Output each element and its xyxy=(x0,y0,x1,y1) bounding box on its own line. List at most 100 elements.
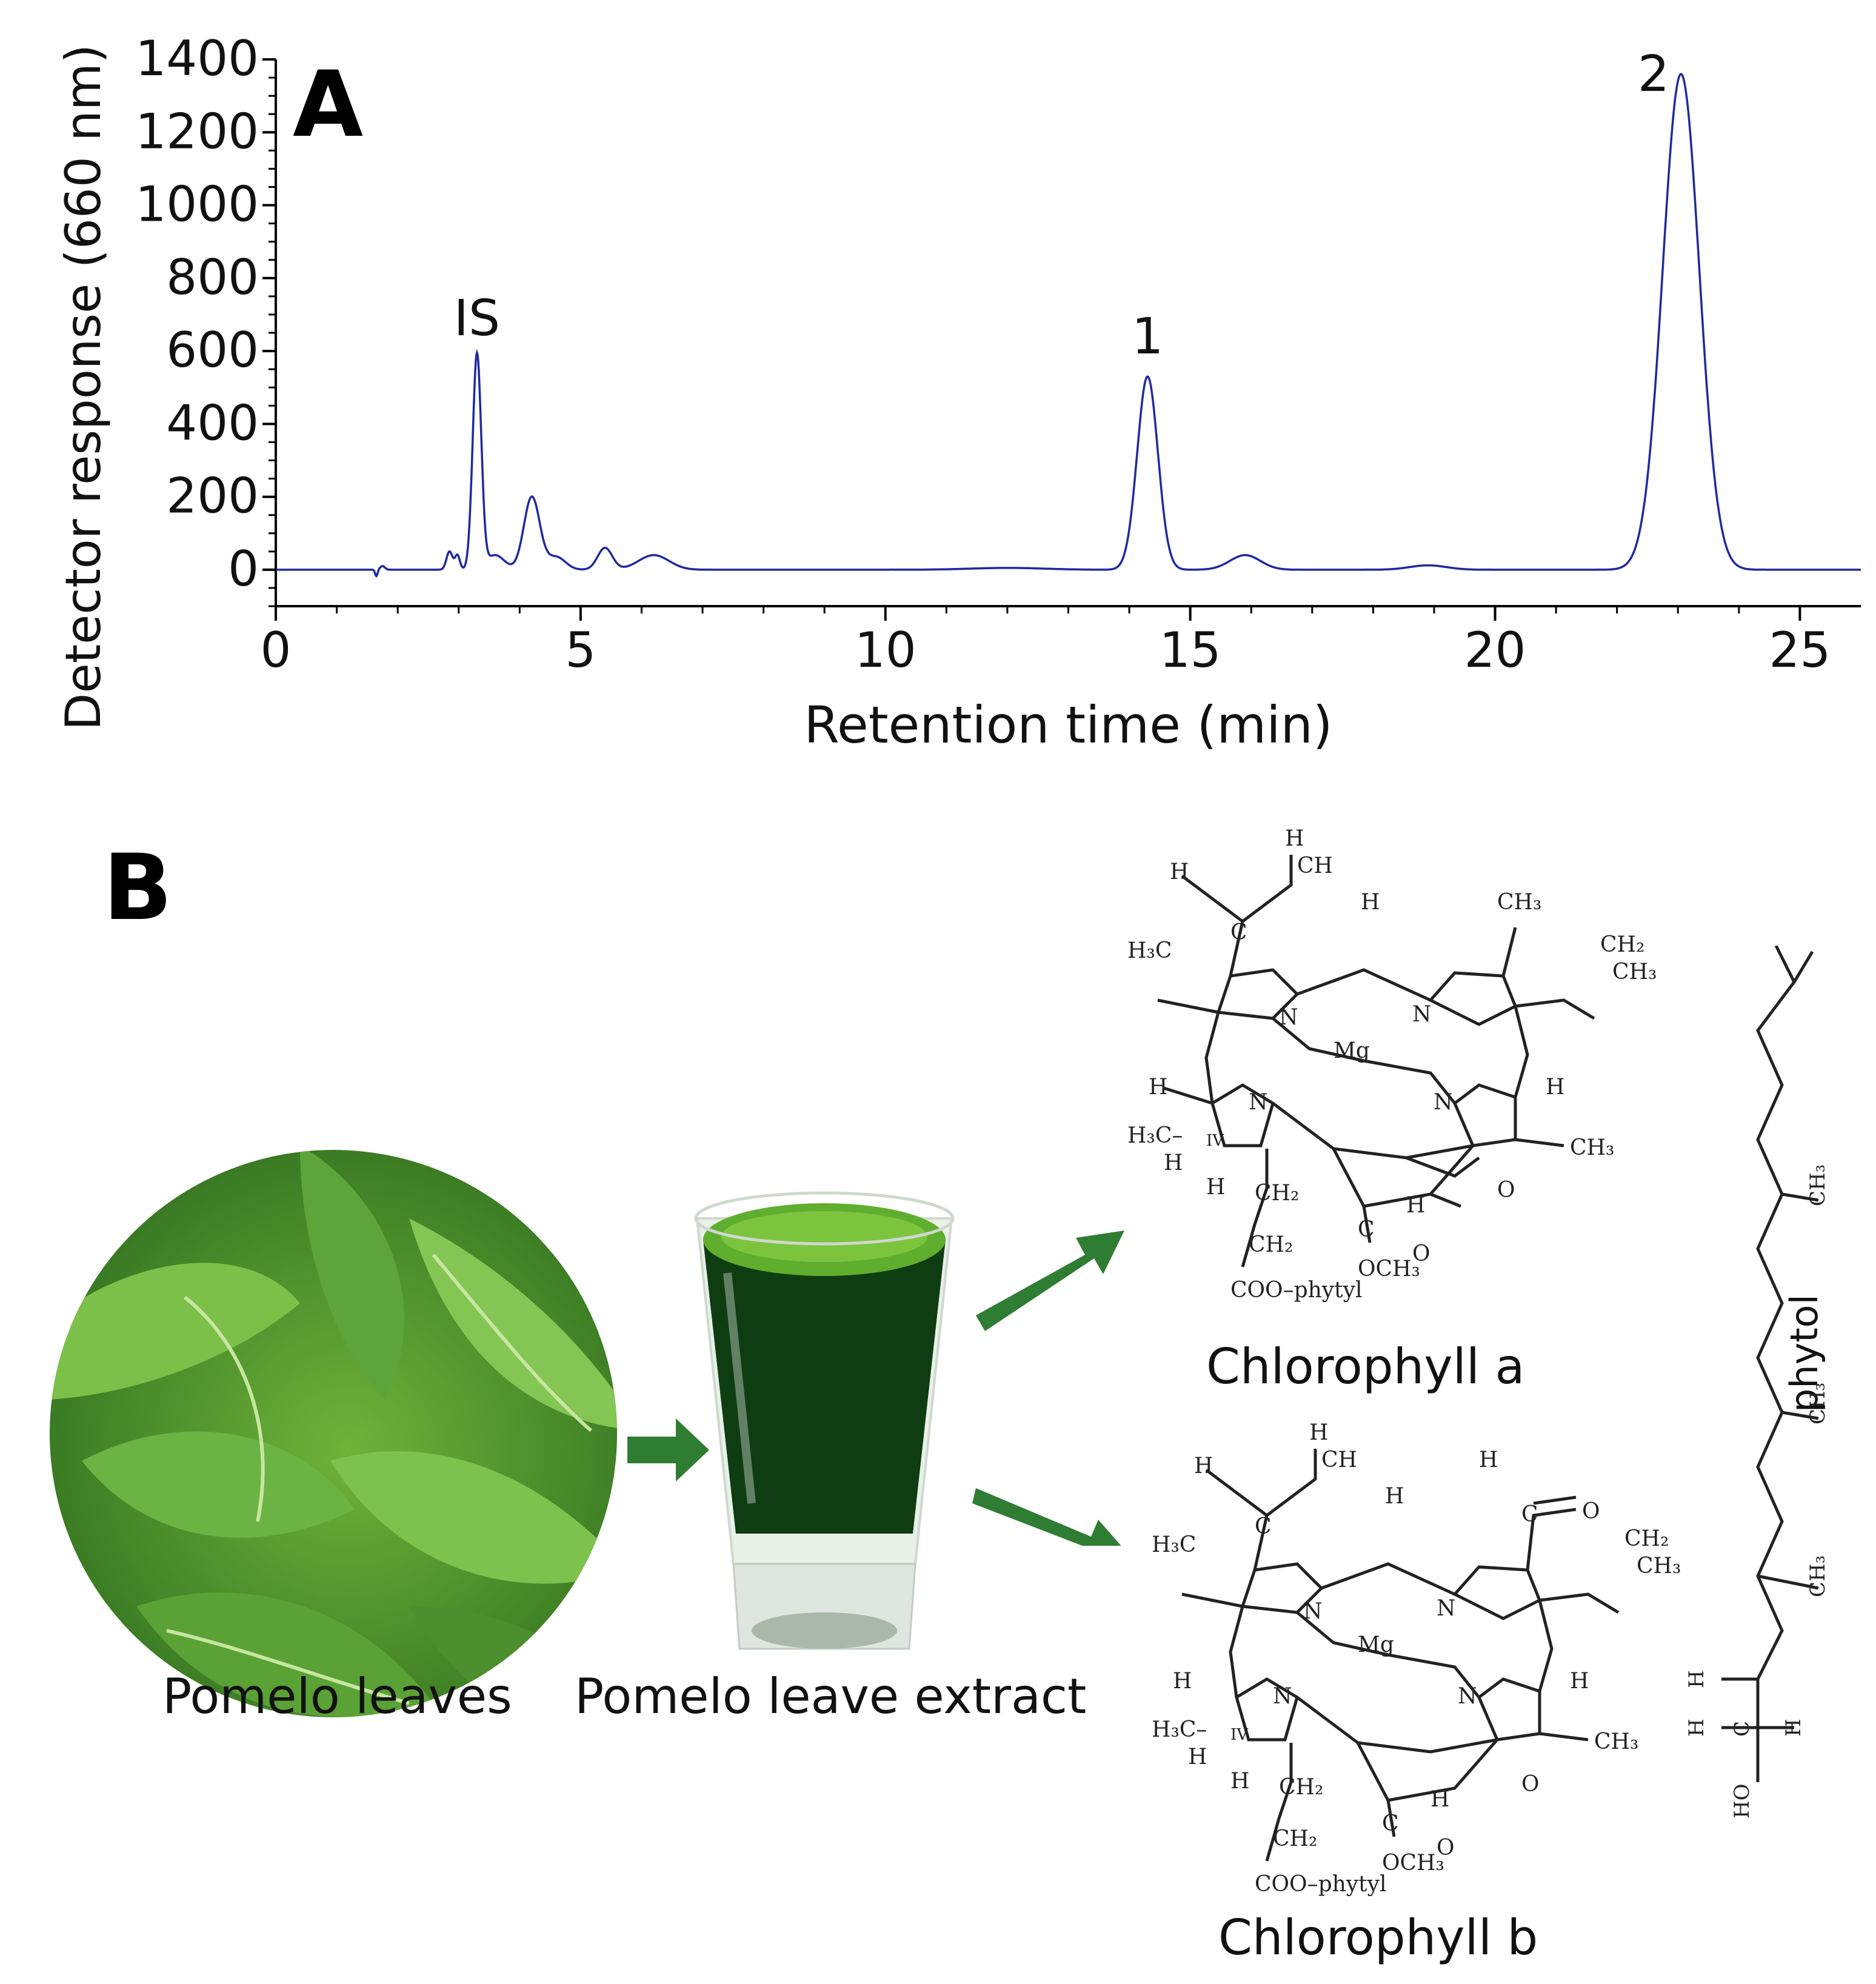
y-tick-label-800: 800 xyxy=(166,249,259,306)
svg-text:CH₃: CH₃ xyxy=(1594,1729,1638,1754)
flow-arrows xyxy=(627,1231,1124,1546)
svg-text:O: O xyxy=(1521,1772,1540,1797)
pomelo-leaves-label: Pomelo leaves xyxy=(162,1668,512,1725)
x-axis-label: Retention time (min) xyxy=(804,695,1332,755)
svg-text:C: C xyxy=(1230,920,1247,945)
svg-text:CH₂: CH₂ xyxy=(1600,932,1644,957)
svg-text:H: H xyxy=(1781,1718,1806,1737)
panel-a-letter: A xyxy=(293,52,364,158)
y-tick-label-600: 600 xyxy=(166,322,259,378)
svg-text:H: H xyxy=(1230,1769,1249,1794)
svg-text:CH₂: CH₂ xyxy=(1279,1775,1323,1800)
chromatogram-chart: 0 200 400 600 800 1000 1200 1400 0 5 10 15 20 25 Reten… xyxy=(55,30,1861,755)
svg-text:CH₃: CH₃ xyxy=(1806,1555,1830,1597)
svg-text:C: C xyxy=(1358,1217,1375,1242)
svg-text:O: O xyxy=(1412,1241,1430,1266)
arrow-extract-to-chla xyxy=(976,1231,1124,1331)
svg-text:CH₃: CH₃ xyxy=(1612,960,1657,984)
svg-text:N: N xyxy=(1249,1090,1268,1115)
svg-text:O: O xyxy=(1582,1499,1600,1524)
svg-text:N: N xyxy=(1279,1005,1298,1030)
svg-text:H: H xyxy=(1430,1787,1449,1812)
svg-text:H: H xyxy=(1164,1151,1183,1175)
svg-text:IV: IV xyxy=(1230,1726,1249,1744)
svg-text:H: H xyxy=(1194,1454,1213,1478)
svg-text:H: H xyxy=(1309,1420,1328,1445)
x-tick-label-20: 20 xyxy=(1464,622,1526,678)
y-tick-label-200: 200 xyxy=(166,468,259,524)
svg-text:CH₃: CH₃ xyxy=(1497,890,1541,915)
svg-text:CH₂: CH₂ xyxy=(1624,1526,1669,1551)
peak-label-2: 2 xyxy=(1638,45,1669,103)
arrow-extract-to-chlb xyxy=(972,1488,1121,1546)
svg-text:C: C xyxy=(1382,1811,1399,1836)
svg-text:IV: IV xyxy=(1206,1132,1224,1150)
y-tick-label-0: 0 xyxy=(228,541,259,597)
svg-text:H₃C–: H₃C– xyxy=(1152,1717,1207,1742)
svg-text:COO–phytyl: COO–phytyl xyxy=(1255,1872,1386,1897)
svg-text:H₃C: H₃C xyxy=(1127,938,1172,963)
y-tick-label-1200: 1200 xyxy=(135,103,259,159)
svg-text:HO: HO xyxy=(1730,1783,1754,1819)
svg-text:CH₃: CH₃ xyxy=(1570,1135,1614,1160)
svg-text:CH₃: CH₃ xyxy=(1806,1383,1830,1425)
extract-glass-photo xyxy=(694,1191,955,1650)
svg-text:N: N xyxy=(1458,1684,1477,1709)
svg-text:H: H xyxy=(1406,1193,1425,1218)
svg-text:O: O xyxy=(1437,1835,1455,1860)
svg-text:OCH₃: OCH₃ xyxy=(1382,1851,1444,1875)
y-tick-label-400: 400 xyxy=(166,395,259,451)
svg-text:H: H xyxy=(1570,1669,1589,1694)
svg-text:C: C xyxy=(1730,1721,1754,1737)
pomelo-extract-label: Pomelo leave extract xyxy=(575,1668,1087,1725)
svg-text:H: H xyxy=(1546,1075,1564,1100)
svg-text:N: N xyxy=(1412,1002,1432,1027)
svg-text:CH: CH xyxy=(1297,853,1333,878)
pomelo-leaves-photo xyxy=(50,1150,617,1717)
peak-label-1: 1 xyxy=(1132,308,1163,366)
x-tick-label-25: 25 xyxy=(1769,622,1831,678)
chlorophyll-a-structure: H CH H C H CH₃ H₃C N N Mg CH₂ CH₃ H H N … xyxy=(1127,826,1657,1303)
y-axis-label: Detector response (660 nm) xyxy=(55,44,112,730)
svg-text:Mg: Mg xyxy=(1334,1038,1370,1063)
svg-text:CH₃: CH₃ xyxy=(1806,1164,1830,1206)
svg-text:H: H xyxy=(1188,1745,1207,1769)
chlorophyll-b-structure: H CH H C H H C O H₃C N N Mg CH₂ CH₃ H H … xyxy=(1152,1420,1681,1897)
svg-text:OCH₃: OCH₃ xyxy=(1358,1257,1420,1281)
svg-text:H: H xyxy=(1206,1175,1225,1200)
svg-text:CH₂: CH₂ xyxy=(1249,1232,1293,1257)
svg-text:H: H xyxy=(1361,890,1380,915)
svg-text:C: C xyxy=(1521,1502,1538,1527)
chlorophyll-b-label: Chlorophyll b xyxy=(1218,1909,1538,1966)
panel-b-letter: B xyxy=(103,835,173,941)
svg-text:H: H xyxy=(1685,1670,1709,1688)
svg-text:N: N xyxy=(1273,1684,1292,1709)
chromatogram-trace xyxy=(276,73,1861,578)
x-tick-label-10: 10 xyxy=(855,622,916,678)
y-tick-label-1000: 1000 xyxy=(135,176,259,233)
svg-text:O: O xyxy=(1497,1178,1515,1203)
x-tick-label-15: 15 xyxy=(1160,622,1221,678)
peak-label-0: IS xyxy=(454,290,500,347)
svg-text:H: H xyxy=(1285,826,1304,851)
arrow-leaves-to-extract xyxy=(627,1418,709,1481)
svg-text:N: N xyxy=(1303,1599,1323,1624)
svg-text:COO–phytyl: COO–phytyl xyxy=(1230,1278,1362,1303)
svg-text:CH₂: CH₂ xyxy=(1255,1181,1299,1206)
svg-text:Mg: Mg xyxy=(1358,1632,1394,1657)
svg-text:H₃C: H₃C xyxy=(1152,1532,1196,1557)
svg-text:H: H xyxy=(1170,860,1189,884)
svg-text:H: H xyxy=(1173,1669,1192,1694)
x-tick-label-0: 0 xyxy=(261,622,292,678)
chlorophyll-a-label: Chlorophyll a xyxy=(1206,1338,1525,1395)
svg-text:CH₂: CH₂ xyxy=(1273,1826,1317,1851)
svg-text:H: H xyxy=(1149,1075,1167,1100)
svg-text:H: H xyxy=(1685,1718,1709,1737)
svg-text:CH: CH xyxy=(1321,1448,1357,1472)
phytol-structure: CH₃ CH₃ CH₃ H H C H HO xyxy=(1685,946,1830,1819)
y-tick-label-1400: 1400 xyxy=(135,30,259,87)
svg-text:H₃C–: H₃C– xyxy=(1127,1123,1183,1148)
svg-text:C: C xyxy=(1255,1514,1272,1539)
svg-text:N: N xyxy=(1434,1090,1453,1115)
svg-text:CH₃: CH₃ xyxy=(1637,1554,1681,1578)
